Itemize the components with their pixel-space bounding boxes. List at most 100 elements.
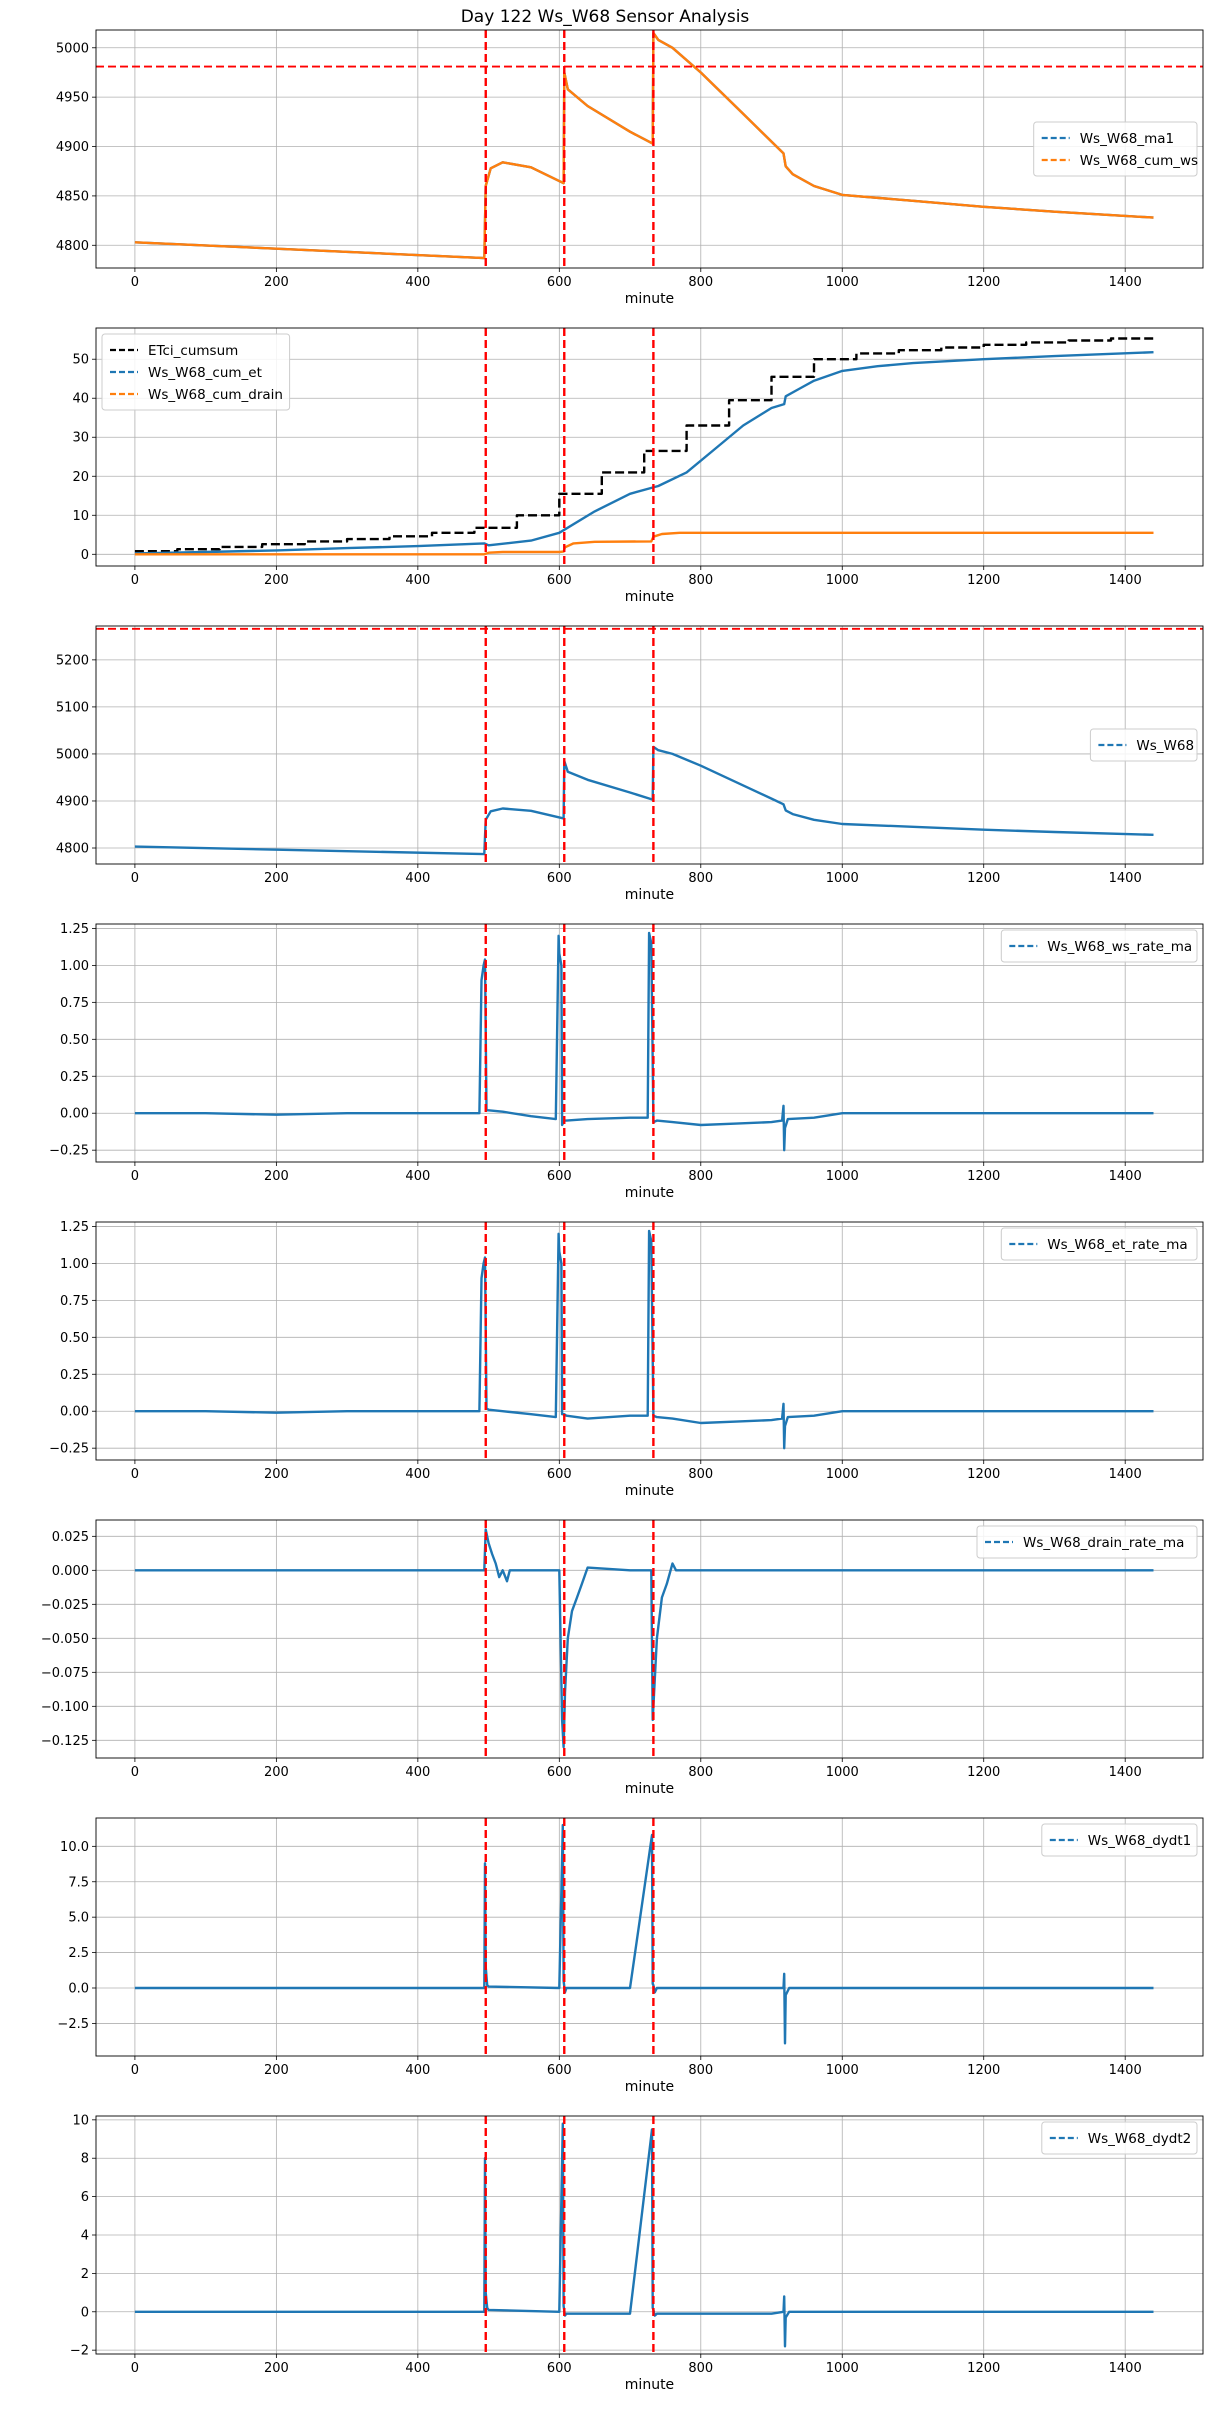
y-tick-label: 0.50 — [60, 1331, 89, 1346]
legend: Ws_W68_et_rate_ma — [1000, 1227, 1198, 1261]
x-axis-label: minute — [625, 291, 674, 307]
y-tick-label: 1.00 — [60, 1257, 89, 1272]
y-tick-label: 5000 — [56, 747, 89, 762]
y-tick-label: 0.75 — [60, 996, 89, 1011]
axes-frame — [95, 327, 1204, 567]
legend-label: Ws_W68_cum_drain — [148, 387, 283, 403]
x-tick-label: 1400 — [1109, 275, 1142, 290]
x-tick-label: 200 — [264, 275, 289, 290]
x-tick-label: 600 — [547, 275, 572, 290]
x-tick-label: 0 — [131, 1169, 139, 1184]
x-tick-label: 1400 — [1109, 2063, 1142, 2078]
y-tick-label: 7.5 — [68, 1875, 89, 1890]
legend: ETci_cumsum Ws_W68_cum_et Ws_W68_cum_drain — [101, 333, 291, 411]
x-axis-label: minute — [625, 887, 674, 903]
x-tick-label: 0 — [131, 275, 139, 290]
y-tick-label: 5.0 — [68, 1911, 89, 1926]
x-tick-label: 400 — [405, 1169, 430, 1184]
x-tick-label: 1000 — [826, 1169, 859, 1184]
x-tick-label: 400 — [405, 573, 430, 588]
y-tick-label: −0.100 — [41, 1700, 89, 1715]
x-tick-label: 800 — [688, 1765, 713, 1780]
legend-label: Ws_W68_cum_et — [148, 365, 262, 381]
x-tick-label: 0 — [131, 871, 139, 886]
subplot-stack: 0 200 400 600 800 1000 1200 1400480048504900495… — [41, 29, 1204, 2393]
y-tick-label: 4800 — [56, 239, 89, 254]
axes-frame — [95, 2115, 1204, 2355]
x-tick-label: 1200 — [967, 275, 1000, 290]
figure-title: Day 122 Ws_W68 Sensor Analysis — [461, 7, 750, 27]
subplot-2: 0 200 400 600 800 1000 1200 1400 0 10 20 30 40 50 minu… — [72, 327, 1204, 605]
x-axis-label: minute — [625, 1185, 674, 1201]
legend: Ws_W68_dydt1 — [1041, 1823, 1198, 1857]
y-tick-label: 50 — [72, 353, 89, 368]
axes-frame — [95, 1519, 1204, 1759]
x-tick-label: 0 — [131, 1765, 139, 1780]
y-tick-label: 4900 — [56, 140, 89, 155]
subplot-4: 0 200 400 600 800 1000 1200 1400 −0.25 0.00 0.25 0.… — [49, 922, 1204, 1201]
x-tick-label: 800 — [688, 275, 713, 290]
x-tick-label: 1000 — [826, 871, 859, 886]
y-tick-label: 0.50 — [60, 1033, 89, 1048]
series-line-Ws_W68_cum_drain — [134, 531, 1154, 556]
subplot-3: 0 200 400 600 800 1000 1200 1400 4800 4900 5000 510… — [56, 625, 1204, 903]
x-tick-label: 800 — [688, 1169, 713, 1184]
x-tick-label: 600 — [547, 1467, 572, 1482]
y-tick-label: 2 — [81, 2267, 89, 2282]
series-line-Ws_W68_ws_rate_ma — [134, 931, 1154, 1152]
series-line-Ws_W68 — [134, 745, 1154, 856]
x-tick-label: 0 — [131, 2063, 139, 2078]
legend-label: Ws_W68_dydt1 — [1088, 1833, 1191, 1849]
legend-label: Ws_W68_ws_rate_ma — [1047, 939, 1192, 955]
x-tick-label: 1000 — [826, 1765, 859, 1780]
legend-box — [1041, 1823, 1198, 1857]
plot-area — [134, 1222, 1154, 1460]
legend: Ws_W68_dydt2 — [1041, 2121, 1198, 2155]
subplot-5: 0 200 400 600 800 1000 1200 1400 −0.25 0.00 0.25 0.… — [49, 1220, 1204, 1499]
plot-area — [134, 2116, 1154, 2354]
y-tick-label: 10 — [72, 2113, 89, 2128]
x-tick-label: 1400 — [1109, 1467, 1142, 1482]
y-tick-label: 4800 — [56, 842, 89, 857]
y-tick-label: −2.5 — [57, 2017, 89, 2032]
x-tick-label: 200 — [264, 871, 289, 886]
y-tick-label: 4900 — [56, 794, 89, 809]
legend-label: Ws_W68_ma1 — [1080, 131, 1174, 147]
legend-label: Ws_W68_cum_ws — [1080, 153, 1198, 169]
y-tick-label: 10.0 — [60, 1840, 89, 1855]
x-tick-label: 200 — [264, 2361, 289, 2376]
legend-box — [976, 1525, 1198, 1559]
x-tick-label: 0 — [131, 573, 139, 588]
y-tick-label: 4 — [81, 2229, 89, 2244]
axes-frame — [95, 923, 1204, 1163]
series-line-Ws_W68_dydt2 — [134, 2122, 1154, 2348]
subplot-1: 0 200 400 600 800 1000 1200 1400 4800 4850 4900 495… — [56, 29, 1204, 307]
y-tick-label: 0.00 — [60, 1107, 89, 1122]
x-axis-label: minute — [625, 2377, 674, 2393]
y-tick-label: 0.000 — [52, 1564, 89, 1579]
y-tick-label: −2 — [70, 2344, 89, 2359]
legend-box — [101, 333, 291, 411]
x-tick-label: 1200 — [967, 2063, 1000, 2078]
x-tick-label: 1000 — [826, 2063, 859, 2078]
x-tick-label: 200 — [264, 2063, 289, 2078]
x-tick-label: 1400 — [1109, 573, 1142, 588]
x-axis-label: minute — [625, 589, 674, 605]
plot-area — [134, 328, 1155, 566]
x-tick-label: 200 — [264, 1467, 289, 1482]
y-tick-label: −0.125 — [41, 1734, 89, 1749]
y-tick-label: 1.25 — [60, 922, 89, 937]
subplot-6: 0 200 400 600 800 1000 1200 1400 −0.125 −0.100 −0.… — [41, 1519, 1204, 1797]
x-tick-label: 1000 — [826, 2361, 859, 2376]
y-tick-label: −0.025 — [41, 1598, 89, 1613]
series-line-Ws_W68_drain_rate_ma — [134, 1528, 1154, 1749]
x-tick-label: 1000 — [826, 573, 859, 588]
plot-area — [96, 626, 1203, 864]
x-tick-label: 400 — [405, 2063, 430, 2078]
y-tick-label: −0.25 — [49, 1144, 89, 1159]
x-tick-label: 1200 — [967, 2361, 1000, 2376]
y-tick-label: 0.0 — [68, 1982, 89, 1997]
x-tick-label: 600 — [547, 2361, 572, 2376]
x-tick-label: 1400 — [1109, 1169, 1142, 1184]
x-axis-label: minute — [625, 1781, 674, 1797]
